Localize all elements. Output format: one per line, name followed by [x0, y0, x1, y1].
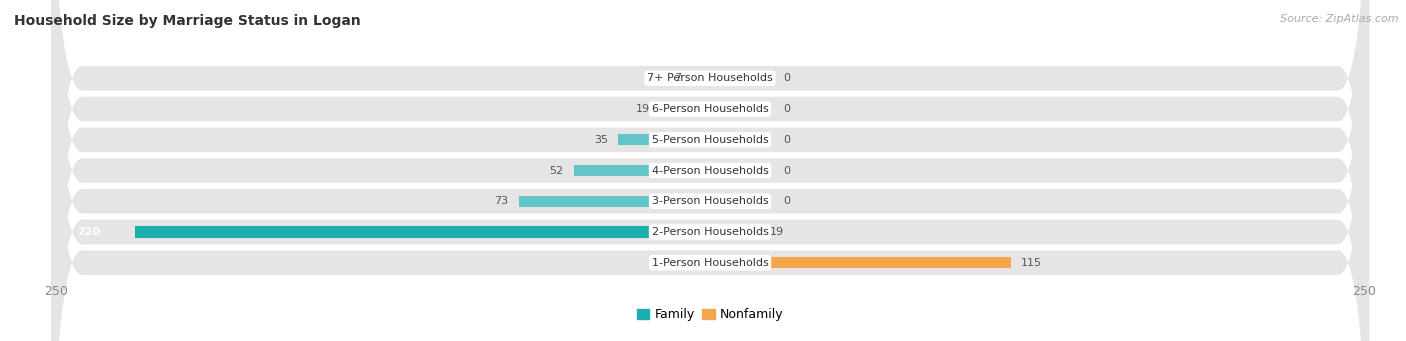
Text: 7+ Person Households: 7+ Person Households — [647, 73, 773, 83]
Text: 0: 0 — [783, 104, 790, 114]
FancyBboxPatch shape — [51, 0, 1369, 341]
Text: 35: 35 — [595, 135, 607, 145]
Text: 0: 0 — [783, 135, 790, 145]
FancyBboxPatch shape — [51, 0, 1369, 341]
Text: 52: 52 — [550, 165, 564, 176]
FancyBboxPatch shape — [51, 0, 1369, 341]
Text: 2-Person Households: 2-Person Households — [651, 227, 769, 237]
Text: Source: ZipAtlas.com: Source: ZipAtlas.com — [1281, 14, 1399, 24]
Text: 1-Person Households: 1-Person Households — [651, 258, 769, 268]
Bar — [574, 165, 710, 176]
Text: 0: 0 — [783, 73, 790, 83]
Text: 19: 19 — [636, 104, 650, 114]
Text: 220: 220 — [77, 227, 100, 237]
Text: 0: 0 — [783, 196, 790, 206]
FancyBboxPatch shape — [51, 0, 1369, 341]
FancyBboxPatch shape — [51, 0, 1369, 341]
Text: 5-Person Households: 5-Person Households — [651, 135, 769, 145]
FancyBboxPatch shape — [51, 0, 1369, 341]
Text: 7: 7 — [673, 73, 682, 83]
Bar — [710, 226, 759, 238]
Text: 4-Person Households: 4-Person Households — [651, 165, 769, 176]
Bar — [692, 73, 710, 84]
Text: 3-Person Households: 3-Person Households — [651, 196, 769, 206]
Text: 115: 115 — [1021, 258, 1042, 268]
Text: 6-Person Households: 6-Person Households — [651, 104, 769, 114]
Text: 0: 0 — [783, 165, 790, 176]
Legend: Family, Nonfamily: Family, Nonfamily — [637, 308, 783, 321]
FancyBboxPatch shape — [51, 0, 1369, 341]
Bar — [710, 73, 768, 84]
Bar — [710, 257, 1011, 268]
Bar — [710, 103, 768, 115]
Bar — [661, 103, 710, 115]
Bar — [135, 226, 710, 238]
Bar — [619, 134, 710, 145]
Bar — [710, 196, 768, 207]
Bar — [519, 196, 710, 207]
Text: Household Size by Marriage Status in Logan: Household Size by Marriage Status in Log… — [14, 14, 361, 28]
Bar — [710, 165, 768, 176]
Bar — [710, 134, 768, 145]
Text: 19: 19 — [770, 227, 785, 237]
Text: 73: 73 — [495, 196, 509, 206]
